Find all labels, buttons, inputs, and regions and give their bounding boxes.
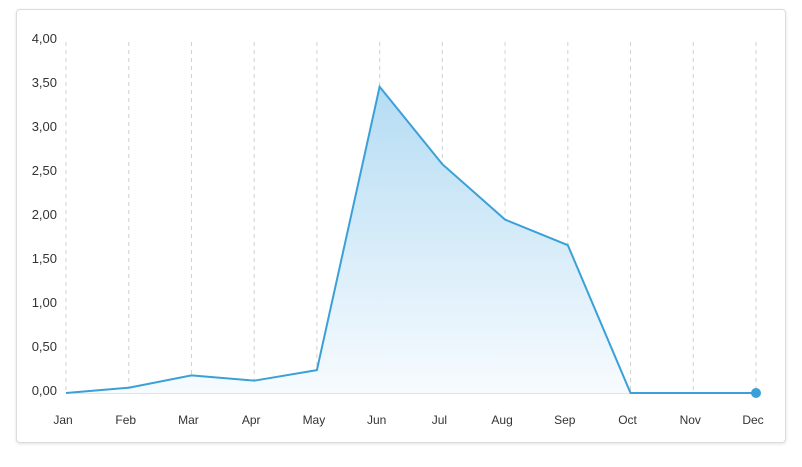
x-tick-label: Apr [242,413,261,427]
data-point-highlighted [751,388,761,398]
y-tick-label: 1,50 [32,251,57,266]
data-point [315,368,319,372]
x-tick-label: Jun [367,413,386,427]
y-tick-label: 4,00 [32,31,57,46]
y-axis: 0,00 0,50 1,00 1,50 2,00 2,50 3,00 3,50 4,00 [32,31,57,398]
y-tick-label: 0,50 [32,339,57,354]
y-tick-label: 2,00 [32,207,57,222]
x-tick-label: Dec [742,413,763,427]
x-tick-label: Nov [680,413,701,427]
y-tick-label: 2,50 [32,163,57,178]
y-tick-label: 1,00 [32,295,57,310]
x-axis: Jan Feb Mar Apr May Jun Jul Aug Sep Oct Nov Dec [53,392,764,427]
data-point [127,386,131,390]
x-tick-label: Aug [491,413,512,427]
plot-area [64,84,761,398]
data-point [252,379,256,383]
data-point [440,162,444,166]
x-tick-label: Feb [115,413,136,427]
data-point [503,218,507,222]
x-tick-label: Jan [53,413,72,427]
x-tick-label: Mar [178,413,199,427]
x-tick-label: Jul [432,413,447,427]
y-tick-label: 3,00 [32,119,57,134]
data-point [691,391,695,395]
x-tick-label: Oct [618,413,637,427]
y-tick-label: 3,50 [32,75,57,90]
data-point [378,85,382,89]
series-line [65,84,756,394]
data-point [189,373,193,377]
data-point [566,243,570,247]
area-fill [66,86,756,393]
y-tick-label: 0,00 [32,383,57,398]
data-point [64,391,68,395]
x-tick-label: Sep [554,413,576,427]
x-tick-label: May [303,413,326,427]
data-point [629,391,633,395]
